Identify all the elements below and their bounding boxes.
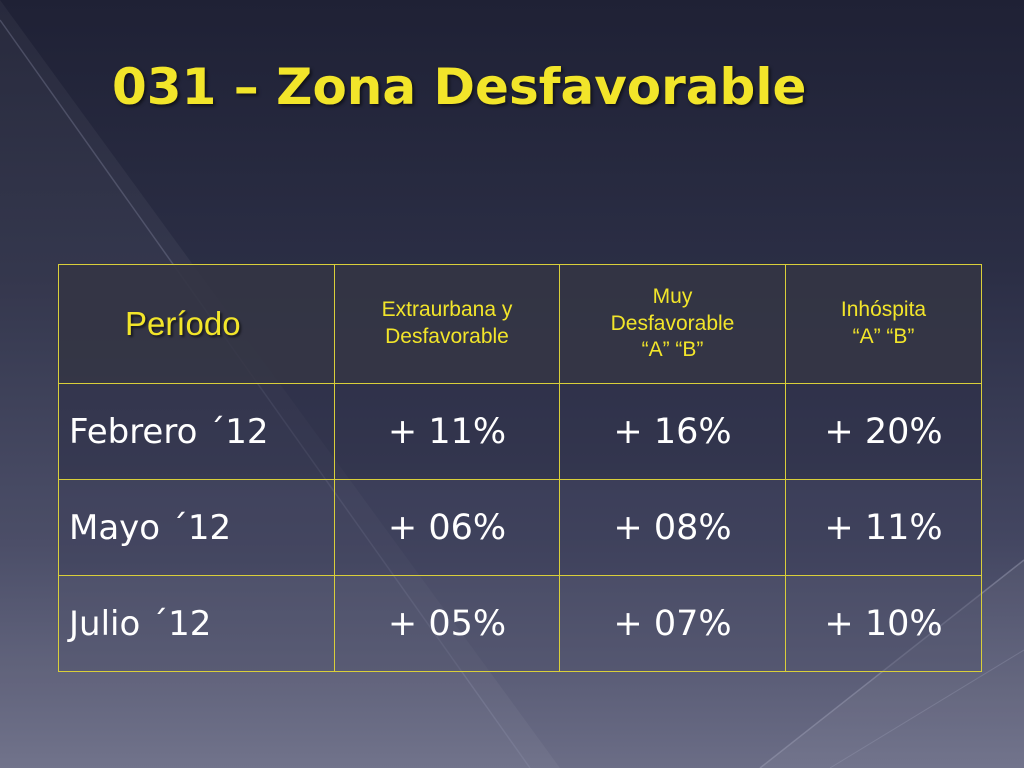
table-row: Julio ´12 + 05% + 07% + 10% [58, 575, 982, 672]
table-row: Mayo ´12 + 06% + 08% + 11% [58, 479, 982, 576]
table-row: Febrero ´12 + 11% + 16% + 20% [58, 383, 982, 480]
period-cell: Julio ´12 [58, 575, 335, 672]
header-muy-line-1: Muy [652, 284, 693, 308]
slide-title: 031 – Zona Desfavorable [112, 58, 807, 116]
value-cell: + 07% [559, 575, 786, 672]
header-extraurbana-line-2: Desfavorable [385, 325, 509, 348]
value-cell: + 10% [785, 575, 982, 672]
value-cell: + 08% [559, 479, 786, 576]
header-inhospita: Inhóspita “A” “B” [785, 264, 982, 384]
header-extraurbana: Extraurbana y Desfavorable [334, 264, 560, 384]
header-muy-line-2: Desfavorable [610, 311, 735, 335]
value-cell: + 11% [334, 383, 560, 480]
header-period: Período [58, 264, 335, 384]
value-cell: + 06% [334, 479, 560, 576]
period-cell: Febrero ´12 [58, 383, 335, 480]
header-muy-line-3: “A” “B” [641, 338, 704, 362]
header-row: Período Extraurbana y Desfavorable Muy D… [58, 264, 982, 384]
data-table: Período Extraurbana y Desfavorable Muy D… [58, 264, 982, 672]
header-inhospita-line-1: Inhóspita [840, 298, 927, 322]
header-inhospita-line-2: “A” “B” [852, 325, 915, 348]
value-cell: + 16% [559, 383, 786, 480]
period-cell: Mayo ´12 [58, 479, 335, 576]
value-cell: + 20% [785, 383, 982, 480]
header-extraurbana-line-1: Extraurbana y [381, 298, 513, 322]
value-cell: + 11% [785, 479, 982, 576]
header-muy-desfavorable: Muy Desfavorable “A” “B” [559, 264, 786, 384]
value-cell: + 05% [334, 575, 560, 672]
